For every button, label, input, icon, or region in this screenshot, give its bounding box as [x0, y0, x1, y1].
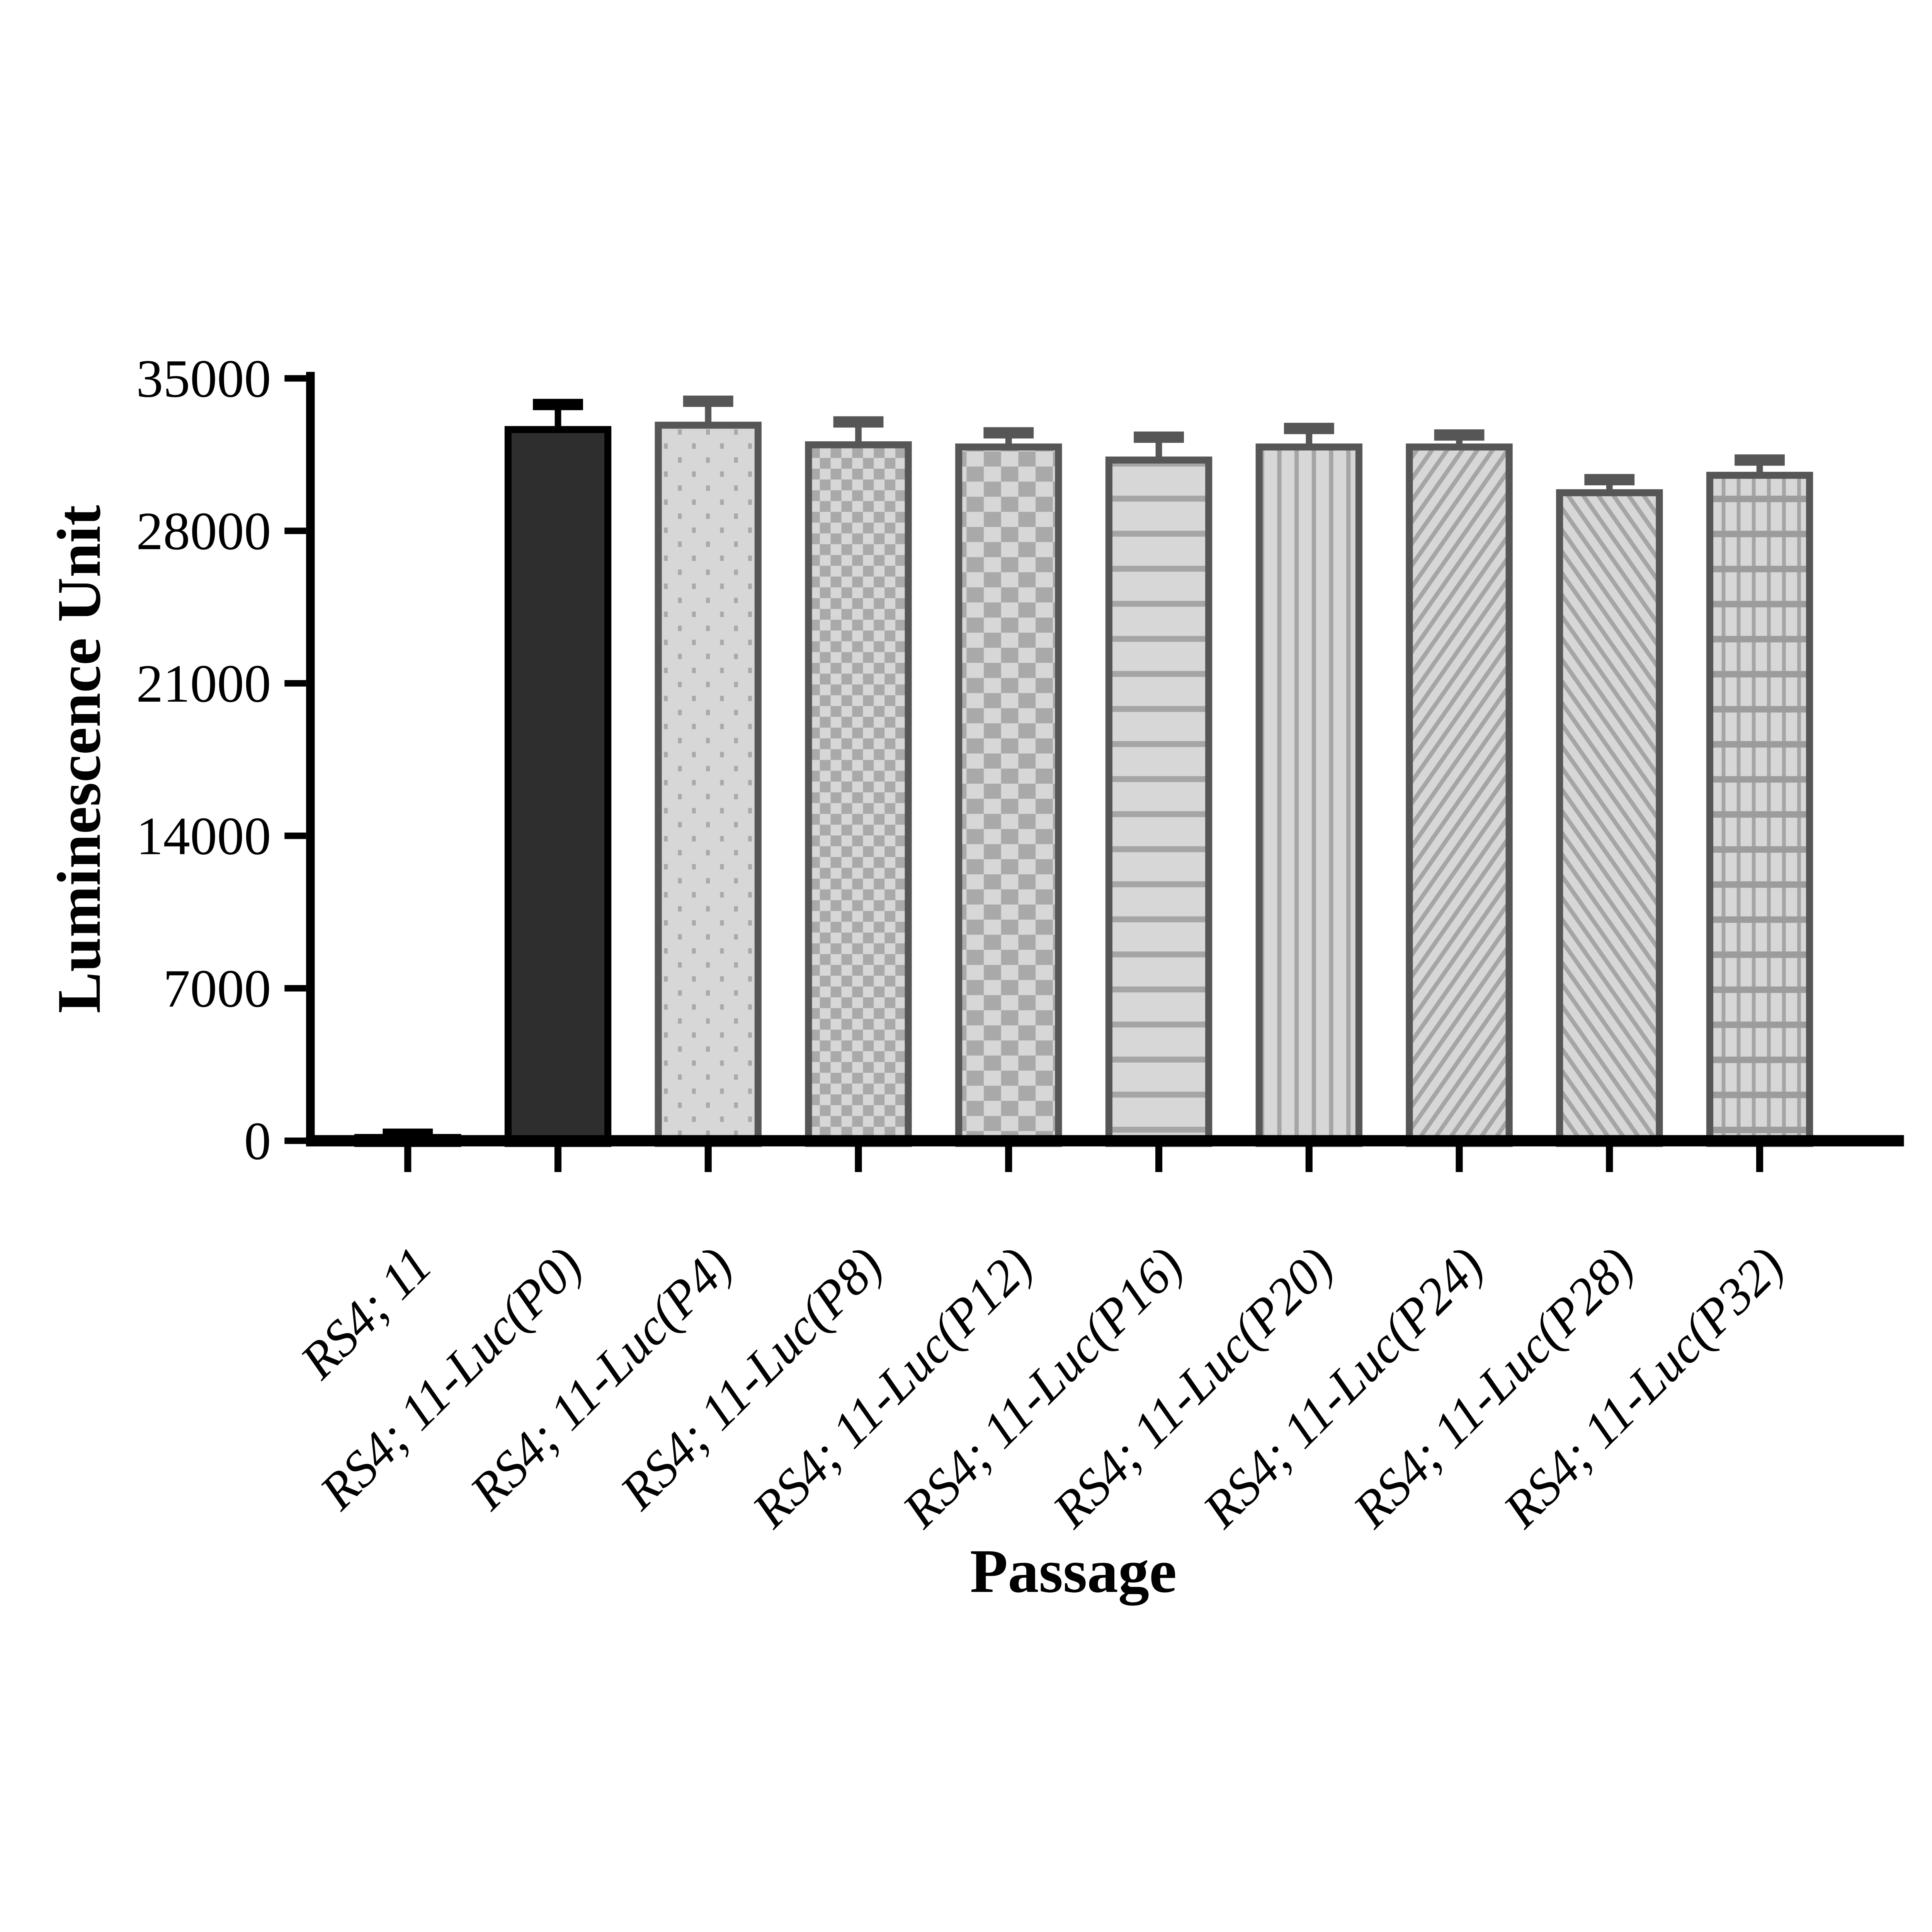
y-tick-mark [284, 985, 306, 992]
y-tick-mark [284, 1137, 306, 1144]
x-axis-line [306, 1135, 1904, 1146]
bar [1255, 443, 1362, 1147]
y-tick-mark [284, 832, 306, 839]
x-tick-mark [1305, 1146, 1313, 1172]
bar [1556, 489, 1663, 1147]
x-tick-mark [404, 1146, 412, 1172]
error-bar-stem [705, 401, 712, 428]
bar [504, 426, 612, 1147]
error-bar-cap [1434, 429, 1485, 441]
x-axis-title: Passage [970, 1537, 1177, 1606]
bar-group [805, 416, 912, 1147]
bar [655, 422, 762, 1147]
bar [805, 441, 912, 1147]
x-tick-label: RS4; 11-Luc(P12) [741, 1236, 1043, 1538]
error-bar-stem [554, 404, 561, 432]
error-bar-stem [855, 422, 862, 448]
x-tick-label: RS4; 11-Luc(P32) [1492, 1236, 1794, 1538]
x-tick-label: RS4; 11-Luc(P16) [891, 1236, 1194, 1538]
y-tick-mark [284, 375, 306, 382]
bar-group [1255, 423, 1362, 1147]
x-tick-mark [1456, 1146, 1463, 1172]
error-bar-cap [1735, 454, 1785, 466]
bars-group [354, 395, 1813, 1147]
y-tick-label: 7000 [163, 959, 271, 1019]
bar [1105, 456, 1213, 1147]
y-axis-title: Luminescence Unit [44, 505, 113, 1013]
y-tick-label: 14000 [136, 806, 271, 866]
bar [955, 443, 1062, 1147]
bar [1706, 471, 1813, 1147]
error-bar-cap [683, 395, 733, 407]
x-tick-label: RS4; 11-Luc(P8) [609, 1236, 893, 1520]
x-tick-mark [704, 1146, 712, 1172]
y-tick-label: 0 [244, 1112, 271, 1171]
y-tick-label: 35000 [136, 349, 271, 409]
y-tick-mark [284, 680, 306, 687]
error-bar-stem [1155, 437, 1162, 463]
bar-group [504, 399, 612, 1147]
y-axis-ticks: 0 7000 14000 21000 28000 35000 [136, 349, 306, 1171]
bar-group [1556, 474, 1663, 1147]
x-tick-label: RS4; 11-Luc(P28) [1342, 1236, 1644, 1538]
x-tick-mark [1606, 1146, 1613, 1172]
x-tick-mark [1756, 1146, 1764, 1172]
y-axis-line [306, 372, 315, 1146]
bar-group [655, 395, 762, 1147]
x-tick-label: RS4; 11 [289, 1236, 442, 1389]
error-bar-cap [983, 427, 1034, 439]
x-tick-label: RS4; 11-Luc(P20) [1042, 1236, 1344, 1538]
bar-group [955, 427, 1062, 1147]
y-tick-label: 21000 [136, 654, 271, 714]
x-tick-mark [1005, 1146, 1012, 1172]
bar [1406, 443, 1513, 1147]
bar-group [1406, 429, 1513, 1147]
bar-group [1105, 431, 1213, 1147]
error-bar-cap [1584, 474, 1635, 485]
error-bar-cap [833, 416, 884, 428]
error-bar-cap [1134, 431, 1184, 443]
error-bar-cap [1284, 423, 1334, 434]
x-tick-label: RS4; 11-Luc(P4) [459, 1236, 743, 1520]
x-tick-label: RS4; 11-Luc(P24) [1192, 1236, 1494, 1538]
y-tick-mark [284, 527, 306, 534]
x-tick-label: RS4; 11-Luc(P0) [309, 1236, 593, 1520]
error-bar-cap [533, 399, 583, 410]
y-tick-label: 28000 [136, 502, 271, 561]
x-tick-mark [1155, 1146, 1163, 1172]
x-tick-mark [855, 1146, 862, 1172]
x-tick-mark [554, 1146, 562, 1172]
bar-group [1706, 454, 1813, 1147]
